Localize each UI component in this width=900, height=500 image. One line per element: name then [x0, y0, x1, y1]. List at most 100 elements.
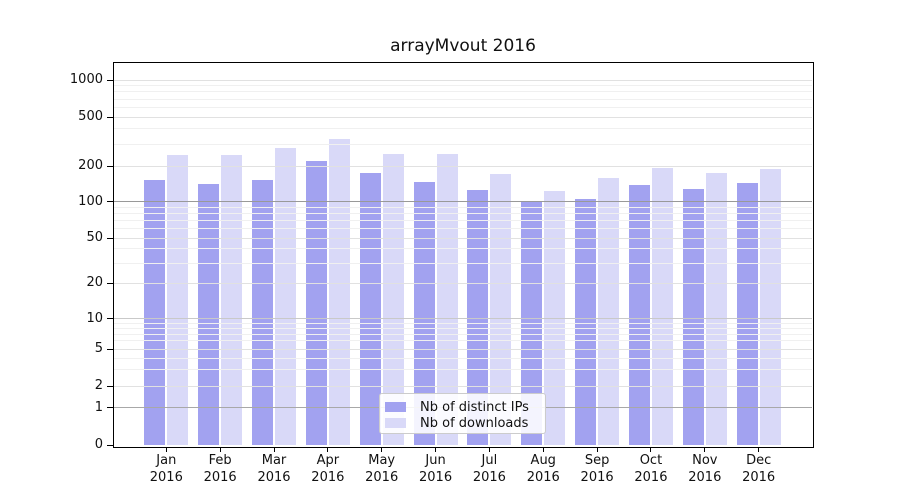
bar-downloads [598, 178, 620, 445]
x-tick-mark [596, 447, 598, 452]
legend-label-downloads: Nb of downloads [420, 415, 529, 431]
y-tick-mark [107, 444, 113, 446]
x-tick-label: Nov 2016 [688, 453, 722, 485]
gridline-minor [114, 227, 812, 229]
gridline-minor [114, 322, 812, 324]
gridline-minor [114, 248, 812, 250]
gridline-minor [114, 206, 812, 208]
gridline-minor [114, 143, 812, 145]
y-tick-mark [107, 201, 113, 202]
legend-swatch-downloads [385, 418, 406, 428]
x-tick-label: Feb 2016 [203, 453, 237, 485]
y-tick-label: 5 [94, 341, 103, 356]
x-tick-mark [650, 447, 652, 452]
bar-distinct-ips [305, 160, 327, 445]
x-tick-mark [273, 447, 275, 452]
x-tick-mark [542, 447, 544, 452]
gridline-minor [114, 327, 812, 329]
bar-downloads [490, 174, 512, 445]
gridline-major [114, 318, 812, 319]
bar-downloads [651, 167, 673, 445]
x-tick-label: Sep 2016 [580, 453, 614, 485]
gridline-minor [114, 128, 812, 130]
y-tick-mark [107, 282, 113, 284]
gridline-major [114, 348, 812, 350]
gridline-minor [114, 219, 812, 221]
y-tick-mark [107, 116, 113, 118]
legend-swatch-distinct-ips [385, 402, 406, 412]
bar-downloads [167, 155, 189, 445]
x-tick-mark [758, 447, 760, 452]
bar-distinct-ips [198, 184, 220, 445]
bar-distinct-ips [359, 173, 381, 445]
chart-title: arrayMvout 2016 [390, 36, 536, 56]
legend-row-downloads: Nb of downloads [385, 415, 545, 431]
bar-distinct-ips [252, 180, 273, 445]
x-tick-mark [488, 447, 490, 452]
y-tick-label: 0 [94, 437, 103, 452]
bar-downloads [382, 154, 404, 445]
y-tick-mark [107, 407, 113, 408]
gridline-minor [114, 85, 812, 87]
y-tick-mark [107, 237, 113, 239]
y-tick-label: 10 [86, 310, 103, 326]
bar-downloads [436, 154, 458, 445]
bar-distinct-ips [413, 181, 435, 445]
y-tick-label: 20 [86, 275, 103, 290]
gridline-minor [114, 106, 812, 108]
bar-distinct-ips [575, 198, 597, 445]
x-tick-label: Oct 2016 [634, 453, 668, 485]
x-tick-label: May 2016 [365, 453, 399, 485]
x-tick-mark [219, 447, 221, 452]
bar-distinct-ips [144, 180, 166, 445]
x-tick-mark [435, 447, 437, 452]
bar-downloads [275, 148, 296, 445]
gridline-minor [114, 212, 812, 214]
gridline-major [114, 79, 812, 81]
y-tick-mark [107, 348, 113, 350]
gridline-major [114, 385, 812, 387]
bar-downloads [705, 172, 727, 445]
gridline-minor [114, 340, 812, 342]
y-tick-label: 100 [78, 193, 103, 209]
y-tick-label: 500 [78, 109, 103, 124]
bar-downloads [544, 190, 566, 445]
y-tick-mark [107, 318, 113, 319]
x-tick-mark [165, 447, 167, 452]
y-tick-label: 1000 [69, 72, 103, 87]
bar-downloads [759, 168, 781, 445]
x-tick-label: Jan 2016 [149, 453, 183, 485]
y-tick-mark [107, 385, 113, 387]
y-tick-mark [107, 79, 113, 81]
gridline-minor [114, 369, 812, 371]
y-tick-label: 50 [86, 230, 103, 245]
x-tick-mark [381, 447, 383, 452]
bar-distinct-ips [628, 185, 650, 445]
bar-distinct-ips [467, 190, 489, 445]
legend-label-distinct-ips: Nb of distinct IPs [420, 399, 529, 415]
x-tick-label: Jun 2016 [419, 453, 453, 485]
gridline-major [114, 237, 812, 239]
x-tick-label: Aug 2016 [526, 453, 560, 485]
gridline-minor [114, 91, 812, 93]
gridline-major [114, 282, 812, 284]
x-tick-label: Mar 2016 [257, 453, 291, 485]
legend-row-distinct-ips: Nb of distinct IPs [385, 399, 545, 415]
gridline-minor [114, 333, 812, 335]
bar-downloads [328, 139, 350, 445]
gridline-major [114, 165, 812, 167]
bar-downloads [221, 155, 243, 445]
gridline-major [114, 116, 812, 118]
bar-distinct-ips [682, 189, 704, 445]
x-tick-label: Apr 2016 [311, 453, 345, 485]
gridline-minor [114, 357, 812, 359]
x-tick-label: Jul 2016 [472, 453, 506, 485]
legend: Nb of distinct IPs Nb of downloads [379, 393, 546, 434]
y-tick-label: 1 [94, 399, 103, 415]
gridline-minor [114, 98, 812, 100]
gridline-major [114, 201, 812, 202]
bar-distinct-ips [736, 183, 758, 445]
y-tick-mark [107, 165, 113, 167]
y-tick-label: 200 [78, 158, 103, 173]
